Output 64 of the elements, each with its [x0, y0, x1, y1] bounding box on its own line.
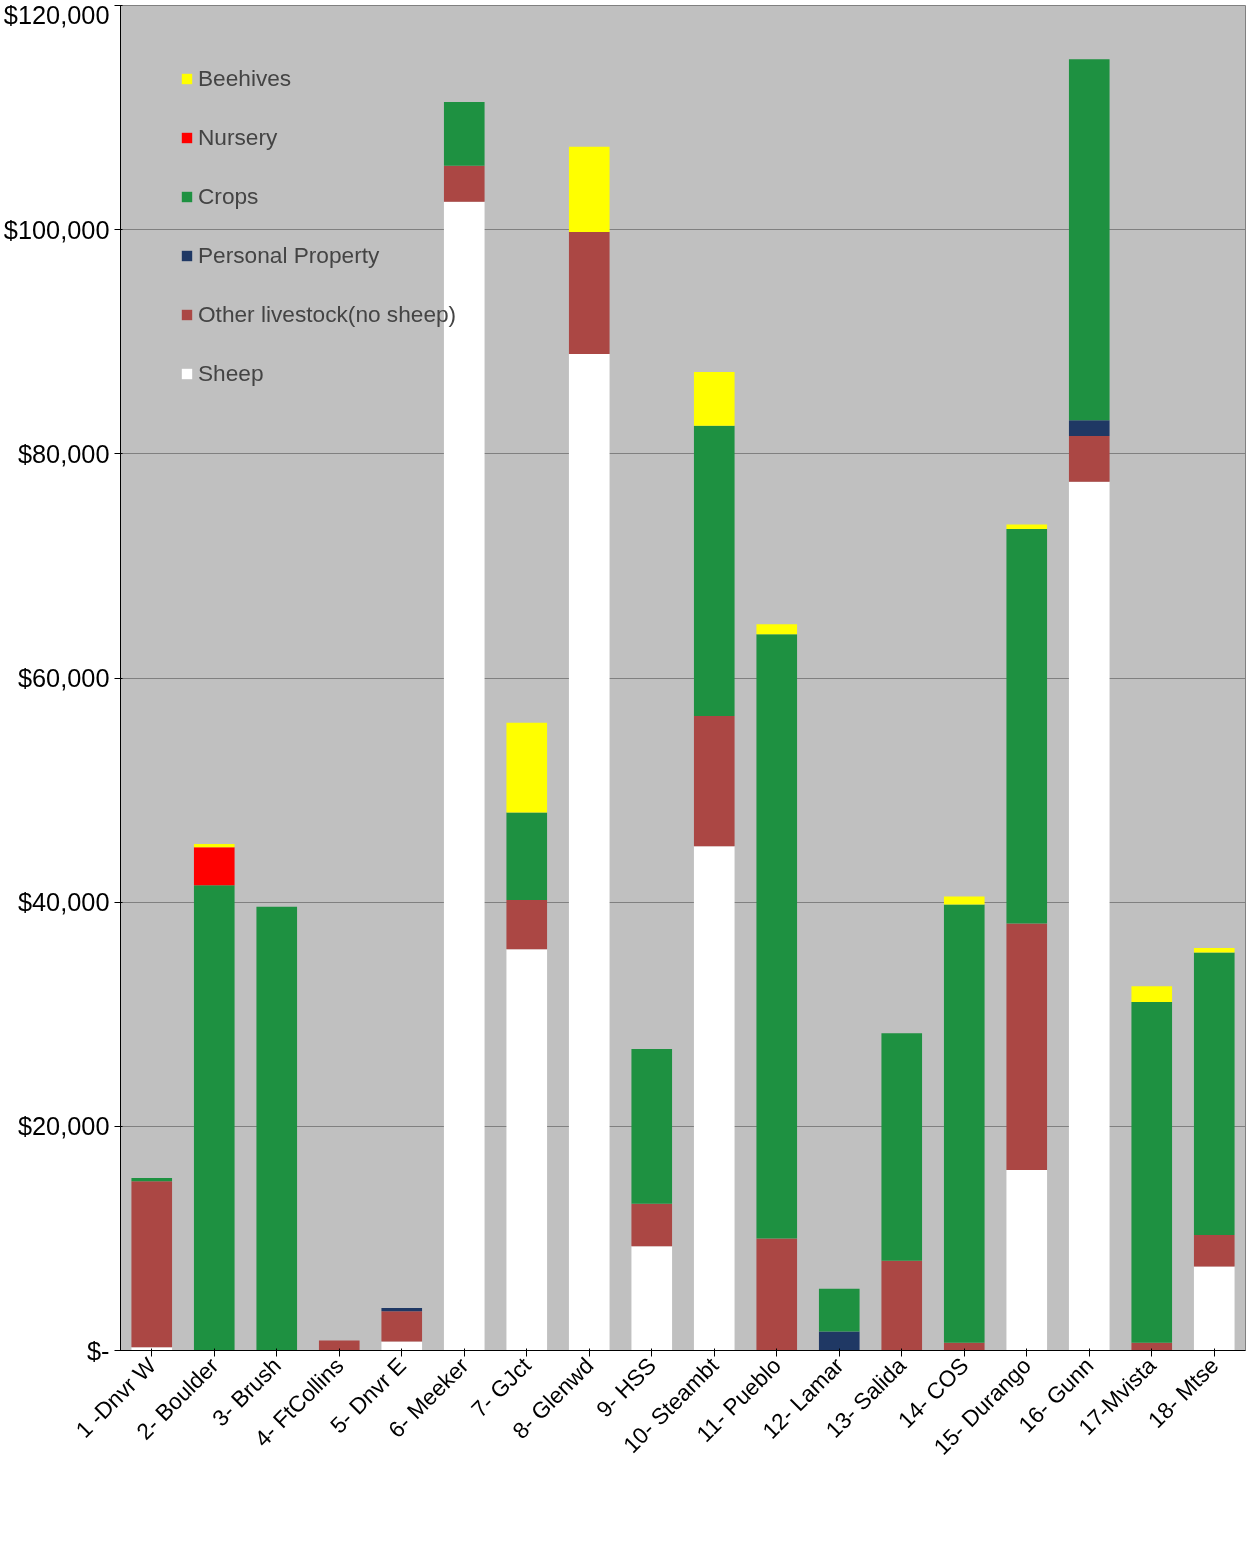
bar [506, 899, 548, 950]
bar [1006, 1170, 1048, 1351]
bar [631, 1203, 673, 1247]
bar [756, 634, 798, 1239]
bar [1068, 420, 1110, 436]
bar [881, 1033, 923, 1261]
bar [568, 146, 610, 232]
bar [756, 1238, 798, 1351]
bar [193, 843, 235, 848]
y-tick-label: $100,000 [3, 215, 110, 244]
bar [193, 847, 235, 886]
bar [381, 1341, 423, 1351]
y-tick-label: $60,000 [17, 664, 110, 692]
bar [506, 812, 548, 900]
bar [881, 1260, 923, 1351]
bar [506, 949, 548, 1351]
legend-label: Beehives [198, 65, 292, 92]
bar [381, 1311, 423, 1342]
bar [1131, 1001, 1173, 1343]
bar [818, 1288, 860, 1332]
bar [818, 1331, 860, 1351]
bar [693, 846, 735, 1351]
bar [1068, 59, 1110, 421]
bar [506, 722, 548, 813]
bar [1193, 948, 1235, 953]
bar [1193, 1266, 1235, 1351]
legend-label: Crops [198, 183, 259, 210]
bar [693, 425, 735, 717]
bar [443, 101, 485, 166]
bar [1006, 528, 1048, 924]
bar [193, 885, 235, 1351]
bar [756, 624, 798, 635]
bar [256, 906, 298, 1351]
bar [1131, 1342, 1173, 1351]
legend-label: Personal Property [198, 242, 380, 269]
bar [693, 716, 735, 847]
y-tick-label: $120,000 [3, 0, 110, 29]
bar [943, 1342, 985, 1351]
bar [1006, 923, 1048, 1171]
bar [1068, 481, 1110, 1351]
bar [1131, 986, 1173, 1002]
y-tick-label: $80,000 [17, 439, 110, 468]
bar [631, 1049, 673, 1204]
y-tick-label: $20,000 [17, 1112, 110, 1141]
y-tick-label: $40,000 [17, 888, 110, 917]
bar [1193, 1235, 1235, 1267]
bar [1068, 435, 1110, 482]
legend-label: Other livestock(no sheep) [198, 301, 457, 328]
bar [631, 1246, 673, 1351]
bar [1006, 524, 1048, 529]
bar [1193, 952, 1235, 1236]
legend-label: Nursery [198, 124, 278, 151]
bar [131, 1177, 173, 1182]
bar [943, 896, 985, 905]
bar [131, 1181, 173, 1348]
legend-label: Sheep [198, 360, 264, 387]
y-tick-label: $- [86, 1336, 110, 1365]
bar [568, 354, 610, 1351]
bar [568, 231, 610, 355]
bar [693, 372, 735, 426]
bar [381, 1307, 423, 1312]
bar [943, 904, 985, 1343]
bar [443, 165, 485, 202]
bar [318, 1340, 360, 1351]
